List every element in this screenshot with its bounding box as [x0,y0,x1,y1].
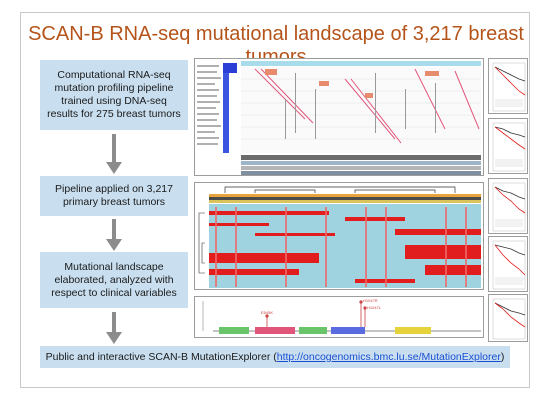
arrow-down-icon [106,312,122,344]
survival-curve-thumbnail [488,58,528,114]
heatmap-figure [195,183,483,289]
lollipop-label-e545k: E545K [261,310,273,315]
mutation-heatmap-thumbnail [194,182,484,290]
survival-curve-thumbnail [488,236,528,292]
survival-curve-thumbnail [488,294,528,342]
arrow-down-icon [106,219,122,251]
lollipop-label-h1047r: H1047R [363,298,378,303]
survival-curve-figure [492,298,526,340]
lollipop-label-h1047l: H1047L [367,305,382,310]
mutation-explorer-link[interactable]: http://oncogenomics.bmc.lu.se/MutationEx… [276,351,501,363]
banner-prefix: Public and interactive SCAN-B MutationEx… [45,351,277,363]
step-landscape-analysis-text: Mutational landscape elaborated, analyze… [51,260,177,299]
mutation-explorer-banner: Public and interactive SCAN-B MutationEx… [40,346,510,368]
survival-curve-figure [492,182,526,232]
arrow-down-icon [106,134,122,174]
step-training-pipeline-text: Computational RNA-seq mutation profiling… [47,69,181,120]
oncoprint-figure [195,59,483,175]
lollipop-plot-thumbnail: E545K H1047R H1047L [194,296,484,338]
survival-curve-figure [492,122,526,172]
survival-curve-figure [492,240,526,290]
banner-suffix: ) [500,351,505,363]
mutation-oncoprint-thumbnail [194,58,484,176]
step-landscape-analysis: Mutational landscape elaborated, analyze… [40,252,188,308]
survival-curve-thumbnail [488,178,528,234]
lollipop-figure: E545K H1047R H1047L [195,297,483,337]
step-pipeline-applied-text: Pipeline applied on 3,217 primary breast… [55,183,173,208]
survival-curve-figure [492,62,526,112]
survival-curve-thumbnail [488,118,528,174]
step-training-pipeline: Computational RNA-seq mutation profiling… [40,60,188,130]
step-pipeline-applied: Pipeline applied on 3,217 primary breast… [40,176,188,216]
